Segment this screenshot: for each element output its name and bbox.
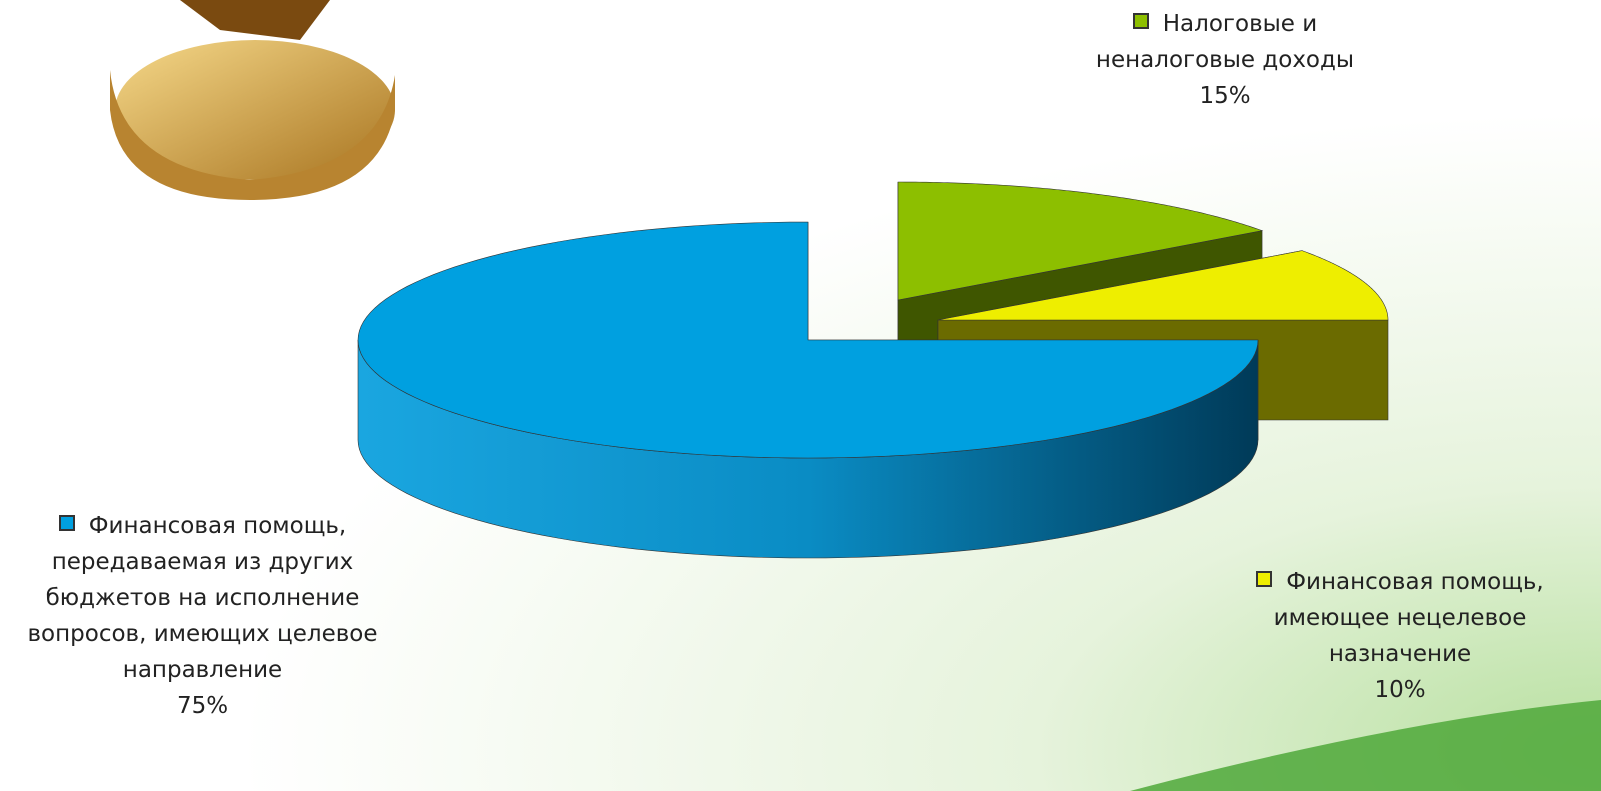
category-name: Налоговые и неналоговые доходы [1095, 11, 1355, 73]
value-label: 15% [1199, 83, 1251, 109]
legend-marker [58, 515, 75, 531]
category-name: Финансовая помощь, передаваемая из други… [27, 513, 378, 683]
legend-marker [1132, 13, 1149, 29]
slice-label: Финансовая помощь, передаваемая из други… [10, 508, 395, 724]
value-label: 75% [176, 693, 229, 719]
slice-label: Финансовая помощь, имеющее нецелевое наз… [1210, 564, 1590, 708]
legend-marker [1256, 571, 1273, 587]
pie-slice [937, 250, 1389, 321]
value-label: 10% [1374, 677, 1426, 703]
pie [357, 181, 1389, 559]
pie-slice [357, 221, 1259, 459]
decor-swoosh [1130, 700, 1601, 791]
pie-slice [897, 181, 1264, 301]
decor-coin [0, 0, 560, 205]
slice-label: Налоговые и неналоговые доходы 15% [1090, 6, 1360, 114]
category-name: Финансовая помощь, имеющее нецелевое наз… [1273, 569, 1544, 667]
